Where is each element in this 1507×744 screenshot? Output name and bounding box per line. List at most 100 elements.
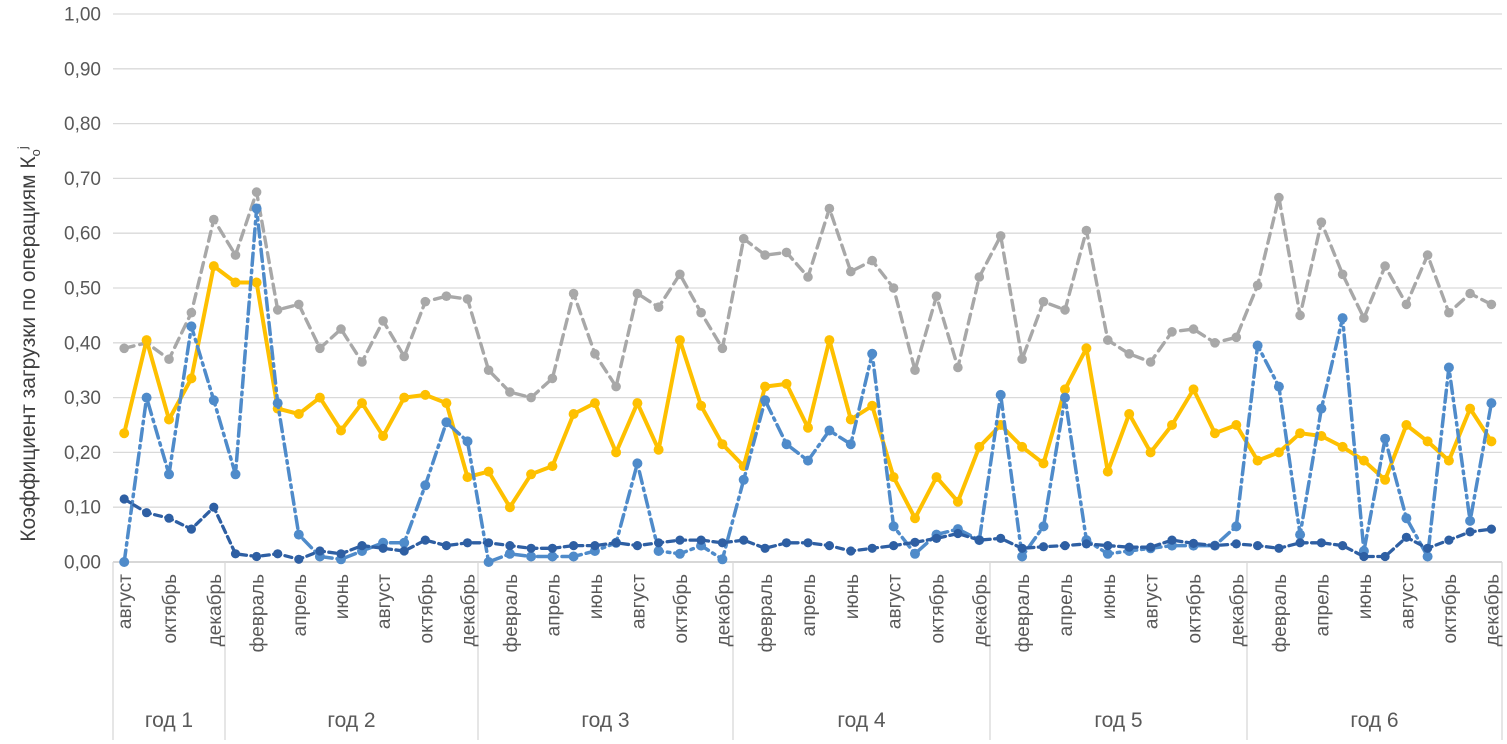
year-label: год 1	[145, 709, 193, 732]
data-point	[462, 472, 473, 483]
data-point	[803, 272, 813, 282]
data-point	[590, 541, 600, 551]
data-point	[209, 502, 219, 512]
data-point	[1401, 420, 1412, 430]
data-point	[931, 472, 942, 483]
month-label: декабрь	[458, 574, 479, 646]
data-point	[781, 439, 792, 450]
data-point	[484, 538, 494, 548]
data-point	[1060, 392, 1070, 403]
data-point	[336, 324, 346, 334]
data-point	[1124, 349, 1134, 359]
data-point	[654, 538, 664, 548]
data-point	[568, 409, 579, 419]
data-point	[230, 250, 241, 260]
data-point	[1038, 542, 1049, 552]
data-point	[483, 466, 494, 477]
data-point	[846, 546, 856, 556]
month-label: декабрь	[205, 574, 226, 646]
data-point	[294, 299, 304, 310]
data-point	[1102, 548, 1113, 559]
data-point	[760, 395, 771, 406]
data-point	[611, 381, 621, 392]
data-point	[1231, 332, 1242, 343]
data-point	[1359, 313, 1369, 323]
data-series	[119, 187, 1497, 567]
data-point	[1422, 250, 1433, 260]
data-point	[845, 414, 856, 425]
data-point	[1273, 447, 1284, 458]
data-point	[675, 535, 685, 545]
data-point	[441, 398, 452, 409]
data-point	[717, 538, 728, 548]
data-point	[696, 535, 706, 545]
data-point	[995, 231, 1006, 241]
month-label: август	[115, 574, 136, 629]
data-point	[141, 335, 152, 346]
data-point	[142, 508, 152, 518]
data-point	[1422, 551, 1433, 562]
data-point	[803, 422, 813, 433]
data-point	[526, 469, 537, 480]
data-point	[186, 307, 197, 318]
y-tick-label: 0,70	[64, 169, 101, 190]
data-point	[251, 203, 262, 214]
data-point	[888, 283, 899, 293]
data-point	[441, 541, 451, 551]
data-point	[1017, 551, 1028, 562]
data-point	[483, 365, 494, 376]
data-point	[1380, 433, 1391, 444]
data-point	[230, 469, 241, 480]
y-axis-tick-labels: 0,00 0,10 0,20 0,30 0,40 0,50 0,60 0,70 0,80 0,90…	[64, 5, 101, 574]
year-label: год 2	[327, 709, 375, 732]
data-point	[526, 543, 536, 553]
data-point	[1337, 313, 1348, 324]
data-point	[974, 535, 984, 545]
data-point	[293, 409, 304, 419]
month-label: август	[374, 574, 395, 629]
data-point	[1210, 338, 1220, 348]
data-point	[867, 348, 878, 359]
y-tick-label: 0,00	[64, 553, 101, 574]
data-point	[399, 351, 410, 362]
month-label: декабрь	[970, 574, 991, 646]
data-point	[119, 343, 129, 354]
data-point	[1167, 327, 1177, 337]
data-point	[462, 538, 473, 548]
data-point	[674, 548, 685, 559]
data-point	[611, 538, 621, 548]
y-axis-title-superscript: j	[15, 146, 30, 150]
series-line-dark-blue-dashed	[122, 497, 1494, 561]
month-label: февраль	[501, 574, 522, 653]
data-point	[1316, 217, 1327, 227]
data-point	[1443, 362, 1454, 373]
data-point	[315, 546, 325, 556]
data-point	[717, 343, 728, 354]
month-label: июнь	[1099, 574, 1120, 619]
month-label: декабрь	[1227, 574, 1248, 646]
data-point	[867, 255, 877, 266]
data-point	[420, 389, 431, 400]
data-point	[1295, 310, 1305, 321]
month-label: июнь	[1355, 574, 1376, 619]
data-point	[119, 494, 129, 504]
data-point	[1465, 288, 1475, 299]
data-point	[1188, 324, 1199, 334]
data-point	[1017, 354, 1027, 365]
year-label: год 6	[1350, 709, 1398, 732]
data-point	[781, 247, 792, 258]
data-point	[357, 541, 367, 551]
data-point	[505, 387, 515, 397]
data-point	[590, 349, 600, 359]
data-point	[760, 250, 770, 260]
year-label: год 3	[581, 709, 629, 732]
data-point	[1465, 403, 1476, 414]
data-point	[1038, 296, 1049, 307]
data-point	[1358, 455, 1369, 466]
data-point	[441, 417, 452, 428]
data-point	[889, 541, 899, 551]
data-point	[1103, 335, 1113, 345]
data-point	[653, 302, 664, 313]
